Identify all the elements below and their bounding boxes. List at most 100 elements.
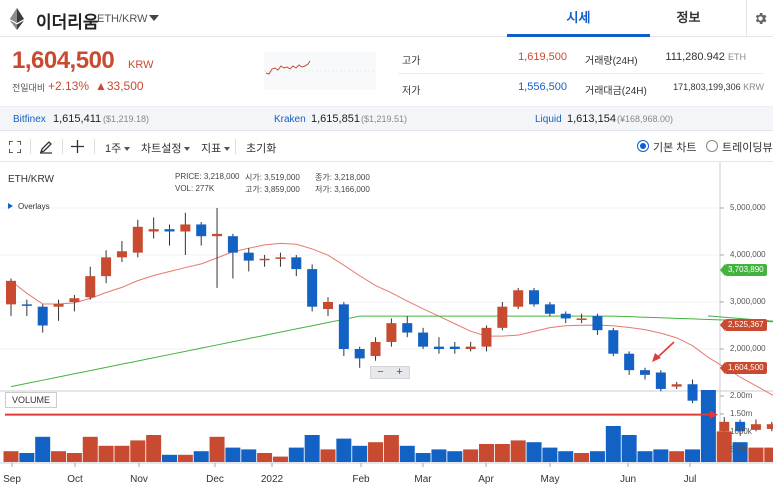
candle-body [655,372,666,389]
volume-bar [748,447,764,462]
candle-body [370,341,381,357]
volume-bar [463,449,479,462]
candle-body [608,330,619,354]
tab-market[interactable]: 시세 [507,0,650,37]
candle-body [307,269,318,307]
volume-bar [257,453,273,462]
price-chart[interactable]: ETH/KRW Overlays PRICE: 3,218,000 VOL: 2… [0,162,773,493]
volume-bar [272,456,288,462]
legend-price: PRICE: 3,218,000 [175,172,240,181]
chevron-down-icon[interactable] [149,15,159,21]
candle-body [164,229,175,232]
tab-info[interactable]: 정보 [676,10,701,25]
vol-tick: 1000k [730,427,752,436]
exchange-name[interactable]: Bitfinex [13,114,46,125]
candle-body [101,257,112,277]
tradingview-radio[interactable] [706,140,718,152]
period-select[interactable]: 1주 [105,140,131,156]
volume-bar [383,435,399,462]
volume-bar [669,451,685,462]
basic-chart-label[interactable]: 기본 차트 [653,142,697,154]
change-percent: +2.13% [48,79,90,93]
chart-settings-menu[interactable]: 차트설정 [141,140,191,156]
volume-tag: VOLUME [5,392,58,408]
price-unit: KRW [128,59,154,71]
x-tick: Feb [352,474,370,485]
pencil-icon[interactable] [39,140,53,154]
candle-body [592,316,603,331]
volume-bar [700,390,716,462]
toolbar-divider [235,139,236,154]
candle-body [560,313,571,319]
vol-tick: 500k [730,445,748,454]
candle-body [449,346,460,349]
exchange-value: 1,615,411 [53,113,102,125]
x-tick: Oct [67,474,83,485]
volume-bar [685,449,701,462]
zoom-in-button[interactable]: + [396,366,403,378]
crosshair-icon[interactable] [71,140,84,153]
volume-bar [35,436,51,462]
zoom-out-button[interactable]: − [377,366,384,378]
candle-body [719,421,730,432]
change-amount: ▲33,500 [95,79,144,93]
candle-body [148,229,159,232]
coin-pair[interactable]: ETH/KRW [97,13,148,25]
caret-down-icon [184,147,191,152]
reset-button[interactable]: 초기화 [246,143,277,155]
tradingview-label[interactable]: 트레이딩뷰 [722,142,773,154]
volume-bar [288,447,304,462]
candle-body [402,323,413,333]
volume-bar [193,451,209,462]
zoom-controls: − + [370,366,410,379]
coin-name: 이더리움 [36,13,99,32]
low-value: 1,556,500 [518,81,567,93]
vol-tick: 2.00m [730,391,753,400]
indicators-menu[interactable]: 지표 [201,140,231,156]
volume-bar [130,440,146,462]
exchange-usd: ($1,219.51) [361,114,408,124]
legend-close: 종가: 3,218,000 [315,173,370,182]
top-header: 이더리움 ETH/KRW 시세 정보 [0,0,773,37]
legend-open: 시가: 3,519,000 [245,173,300,182]
volume-bar [653,449,669,462]
x-tick: Jul [683,474,697,485]
volume-bar [177,454,193,462]
candle-body [21,304,32,306]
candle-body [37,306,48,326]
ethereum-logo-icon [10,8,24,30]
change-label: 전일대비 [12,83,46,93]
volume-bar [241,449,257,462]
x-tick: Sep [3,474,21,485]
annotation-arrowhead [652,353,661,362]
volume-bar [479,444,494,462]
exchange-usd: (¥168,968.00) [617,114,674,124]
volume-bar [574,453,590,462]
toolbar-divider [62,139,63,154]
y-tick: 5,000,000 [730,203,766,212]
volume-bar [368,442,384,462]
y-tick: 4,000,000 [730,250,766,259]
volume-bar [716,431,732,462]
volume-bar [399,445,415,462]
exchange-name[interactable]: Liquid [535,114,562,125]
volume-bar [225,447,241,462]
gear-icon [755,13,766,24]
fullscreen-icon[interactable] [9,141,21,153]
exchange-name[interactable]: Kraken [274,114,306,125]
exchange-value: 1,615,851 [311,113,360,125]
candle-body [529,290,540,305]
volume-bar [732,442,748,462]
settings-button[interactable] [746,0,773,37]
exchange-usd: ($1,219.18) [103,114,150,124]
toolbar-divider [94,139,95,154]
candle-body [338,304,349,349]
candle-body [766,424,773,429]
candle-body [544,304,555,314]
current-price: 1,604,500 [12,47,115,74]
plot-background [0,162,720,463]
candle-body [196,224,207,237]
candle-body [180,224,191,232]
basic-chart-radio[interactable] [637,140,649,152]
overlays-toggle[interactable]: Overlays [8,202,50,211]
